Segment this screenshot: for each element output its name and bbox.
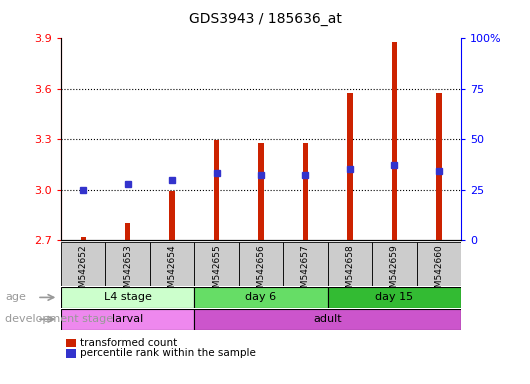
Bar xyxy=(392,42,397,240)
Text: GDS3943 / 185636_at: GDS3943 / 185636_at xyxy=(189,12,341,25)
Bar xyxy=(328,242,372,286)
Bar xyxy=(61,309,195,330)
Bar xyxy=(303,143,308,240)
Text: GSM542652: GSM542652 xyxy=(78,244,87,299)
Bar xyxy=(195,287,328,308)
Bar xyxy=(105,242,150,286)
Bar xyxy=(328,287,461,308)
Bar xyxy=(150,242,195,286)
Text: age: age xyxy=(5,292,26,303)
Bar xyxy=(283,242,328,286)
Bar xyxy=(195,309,461,330)
Text: percentile rank within the sample: percentile rank within the sample xyxy=(80,348,255,358)
Text: GSM542657: GSM542657 xyxy=(301,244,310,299)
Text: development stage: development stage xyxy=(5,314,113,324)
Bar xyxy=(436,93,441,240)
Text: transformed count: transformed count xyxy=(80,338,176,348)
Bar xyxy=(239,242,283,286)
Text: adult: adult xyxy=(313,314,342,324)
Bar xyxy=(61,287,195,308)
Bar xyxy=(170,191,175,240)
Text: GSM542654: GSM542654 xyxy=(167,244,176,299)
Text: GSM542659: GSM542659 xyxy=(390,244,399,299)
Text: GSM542660: GSM542660 xyxy=(435,244,444,299)
Text: GSM542655: GSM542655 xyxy=(212,244,221,299)
Bar xyxy=(347,93,352,240)
Text: L4 stage: L4 stage xyxy=(104,292,152,303)
Text: day 15: day 15 xyxy=(375,292,413,303)
Bar xyxy=(372,242,417,286)
Bar xyxy=(61,242,105,286)
Bar xyxy=(417,242,461,286)
Text: GSM542656: GSM542656 xyxy=(257,244,266,299)
Bar xyxy=(214,140,219,240)
Bar xyxy=(81,237,86,240)
Bar xyxy=(125,223,130,240)
Text: GSM542658: GSM542658 xyxy=(346,244,355,299)
Bar xyxy=(195,242,239,286)
Bar xyxy=(258,143,264,240)
Text: GSM542653: GSM542653 xyxy=(123,244,132,299)
Text: larval: larval xyxy=(112,314,143,324)
Text: day 6: day 6 xyxy=(245,292,277,303)
